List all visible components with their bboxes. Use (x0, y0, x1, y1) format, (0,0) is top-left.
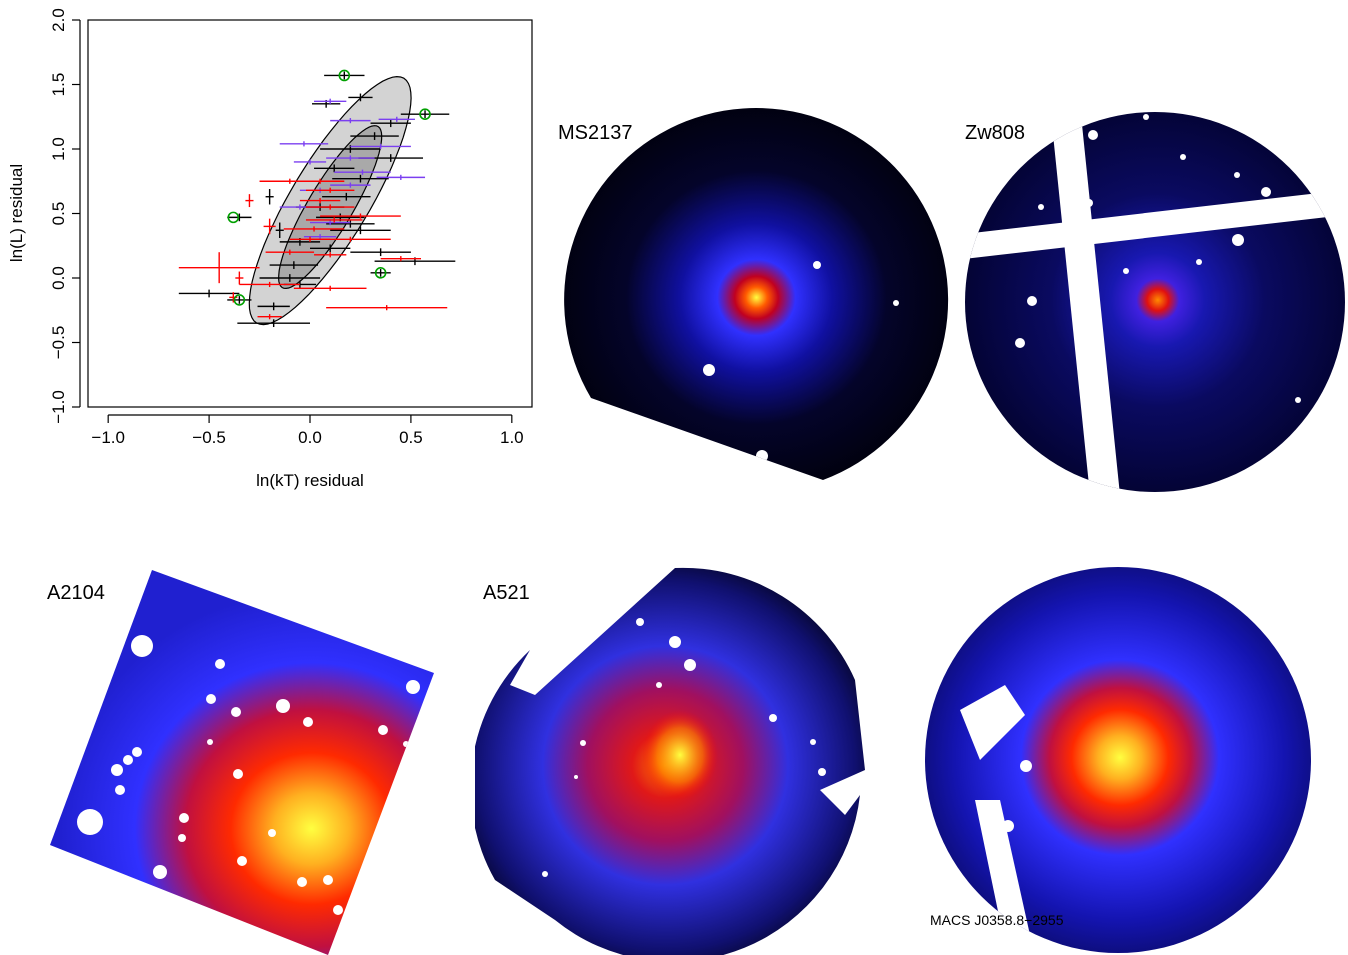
zw808-xray-image (965, 112, 1345, 492)
macs-image-panel: MACS J0358.8−2955 (920, 560, 1320, 955)
data-point (235, 271, 244, 285)
data-point (326, 219, 375, 228)
data-point (400, 110, 450, 119)
a521-label: A521 (483, 582, 530, 604)
plot-frame (87, 19, 533, 408)
y-tick-label: 1.5 (49, 73, 68, 97)
highlighted-point-marker (227, 211, 240, 224)
data-point (310, 219, 351, 226)
data-point (314, 252, 347, 258)
ms2137-xray-image (564, 108, 949, 481)
highlighted-points (227, 69, 431, 306)
data-point (350, 143, 411, 149)
ms2137-image-panel: MS2137 (555, 105, 950, 490)
data-point (293, 285, 367, 291)
data-point (314, 164, 355, 173)
data-point (370, 268, 391, 277)
data-point (245, 194, 254, 208)
a521-image-panel: A521 (475, 560, 880, 955)
residual-scatter-plot: −1.0 −0.5 0.0 0.5 1.0 −1.0 −0.5 0.0 0.5 1.0 1.5 2.… (7, 8, 533, 490)
macs-label: MACS J0358.8−2955 (930, 912, 1064, 928)
data-point (350, 248, 411, 257)
data-point (265, 188, 274, 205)
x-axis-label: ln(kT) residual (256, 471, 364, 490)
a521-xray-image (475, 567, 866, 955)
data-point (293, 159, 327, 165)
data-point (259, 274, 321, 282)
ms2137-label: MS2137 (558, 122, 633, 144)
data-point (283, 226, 345, 232)
y-tick-label: −0.5 (49, 326, 68, 360)
data-point (378, 116, 415, 122)
y-tick-label: −1.0 (49, 390, 68, 424)
data-point (348, 93, 373, 102)
data-point (263, 218, 276, 235)
zw808-image-panel: Zw808 (955, 105, 1345, 495)
data-point (305, 217, 363, 223)
highlighted-point-marker (233, 294, 246, 306)
data-points (178, 71, 456, 328)
data-point (299, 198, 341, 204)
data-point (322, 192, 371, 201)
highlighted-point-marker (374, 267, 387, 279)
data-point (380, 256, 421, 262)
highlighted-point-marker (338, 69, 351, 82)
zw808-label: Zw808 (965, 122, 1026, 144)
x-tick-label: 0.5 (399, 428, 423, 447)
y-tick-label: 0.5 (49, 202, 68, 226)
data-point (227, 213, 252, 222)
data-point (257, 302, 290, 311)
data-point (239, 281, 300, 288)
data-point (376, 174, 426, 180)
data-point (330, 226, 391, 235)
data-point (227, 296, 252, 304)
data-point (269, 261, 319, 269)
x-tick-label: −0.5 (192, 428, 226, 447)
data-point (330, 118, 371, 124)
data-point (326, 305, 448, 311)
y-axis-label: ln(L) residual (7, 164, 26, 262)
x-tick-label: 0.0 (298, 428, 322, 447)
x-axis: −1.0 −0.5 0.0 0.5 1.0 (91, 414, 524, 447)
data-point (350, 132, 399, 140)
data-point (275, 222, 284, 239)
data-point (330, 182, 371, 188)
macs-xray-image (925, 567, 1311, 953)
y-tick-label: 1.0 (49, 137, 68, 161)
a2104-label: A2104 (47, 582, 105, 604)
data-point (370, 119, 411, 128)
data-point (320, 213, 401, 219)
data-point (178, 252, 260, 284)
data-point (279, 141, 329, 147)
a2104-xray-image (50, 570, 434, 955)
a2104-image-panel: A2104 (30, 560, 450, 955)
data-point (332, 174, 389, 183)
data-point (295, 178, 345, 184)
data-point (305, 204, 355, 210)
x-tick-label: −1.0 (91, 428, 125, 447)
x-tick-label: 1.0 (500, 428, 524, 447)
data-point (324, 71, 365, 80)
y-axis: −1.0 −0.5 0.0 0.5 1.0 1.5 2.0 (49, 8, 81, 424)
data-point (257, 314, 282, 320)
highlighted-point-marker (419, 108, 431, 120)
data-point (310, 244, 351, 253)
data-point (305, 187, 355, 193)
data-point (237, 319, 310, 328)
data-point (178, 289, 240, 298)
data-point (326, 155, 375, 161)
data-point (265, 249, 315, 255)
y-tick-label: 0.0 (49, 266, 68, 290)
data-point (310, 236, 391, 242)
y-tick-label: 2.0 (49, 8, 68, 32)
data-point (334, 169, 391, 175)
data-point (314, 98, 347, 104)
